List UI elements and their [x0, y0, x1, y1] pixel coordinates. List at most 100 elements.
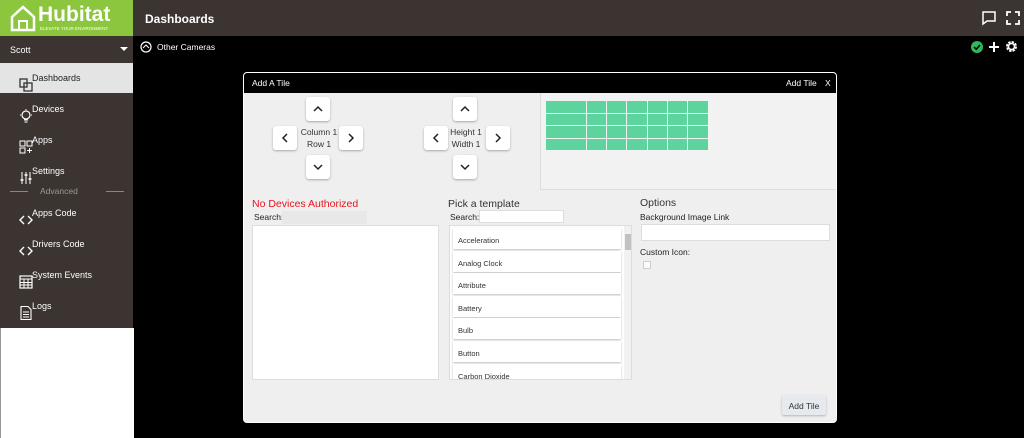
fullscreen-icon[interactable]	[1005, 10, 1021, 26]
arrow-button[interactable]	[486, 126, 510, 150]
grid-cell[interactable]	[688, 138, 708, 150]
template-item[interactable]: Analog Clock	[453, 250, 621, 272]
arrow-button[interactable]	[306, 97, 330, 121]
grid-cell[interactable]	[667, 113, 688, 125]
sidebar-footer	[0, 328, 134, 438]
nav-item[interactable]: Apps	[0, 125, 133, 155]
background-input[interactable]	[641, 224, 830, 241]
grid-cell[interactable]	[566, 138, 586, 150]
nav-item[interactable]: Dashboards	[0, 63, 133, 93]
modal-action[interactable]: Add Tile	[786, 78, 817, 88]
grid-cell[interactable]	[627, 126, 647, 138]
nav-item[interactable]: System Events	[0, 260, 133, 290]
grid-cell[interactable]	[546, 138, 566, 150]
grid-cell[interactable]	[566, 126, 586, 138]
nav-item[interactable]: Settings	[0, 156, 133, 186]
brand: Hubitat	[38, 3, 111, 26]
grid-cell[interactable]	[667, 126, 688, 138]
size-width: Width 1	[451, 139, 481, 149]
nav-label: Drivers Code	[32, 239, 85, 249]
devices-search[interactable]	[282, 211, 367, 224]
template-item[interactable]: Attribute	[453, 273, 621, 295]
scrollbar-thumb[interactable]	[625, 234, 631, 250]
grid-cell[interactable]	[586, 101, 607, 113]
grid-cell[interactable]	[647, 101, 667, 113]
background-label: Background Image Link	[640, 212, 730, 222]
options-heading: Options	[640, 197, 677, 209]
grid-cell[interactable]	[627, 113, 647, 125]
arrow-button[interactable]	[339, 126, 363, 150]
nav-label: Dashboards	[32, 73, 81, 83]
grid-cell[interactable]	[647, 113, 667, 125]
modal: Add A Tile Add Tile X Column 1 Row 1 Hei…	[243, 72, 837, 423]
template-item[interactable]: Carbon Dioxide	[453, 363, 621, 379]
modal-close[interactable]: X	[825, 78, 831, 88]
grid-cell[interactable]	[586, 138, 607, 150]
grid-cell[interactable]	[606, 101, 627, 113]
grid-cell[interactable]	[688, 101, 708, 113]
grid-cell[interactable]	[688, 126, 708, 138]
dashboard-icon	[140, 41, 152, 53]
arrow-button[interactable]	[273, 126, 297, 150]
grid-cell[interactable]	[667, 101, 688, 113]
position-row: Row 1	[306, 139, 332, 149]
grid-cell[interactable]	[546, 101, 566, 113]
divider	[106, 191, 124, 192]
position-column: Column 1	[300, 127, 338, 137]
nav-item[interactable]: Apps Code	[0, 198, 133, 228]
template-item[interactable]: Acceleration	[453, 228, 621, 249]
logo[interactable]: Hubitat ELEVATE YOUR ENVIRONMENT	[0, 0, 133, 36]
scrollbar[interactable]	[624, 226, 631, 379]
grid-cell[interactable]	[667, 138, 688, 150]
user-menu[interactable]: Scott	[0, 36, 133, 62]
custom-icon-label: Custom Icon:	[640, 247, 691, 257]
grid-cell[interactable]	[606, 113, 627, 125]
custom-icon-checkbox[interactable]	[643, 261, 651, 269]
nav-item[interactable]: Devices	[0, 94, 133, 124]
nav-label: Devices	[32, 104, 65, 114]
modal-header	[244, 73, 836, 93]
section-label: Advanced	[40, 186, 78, 196]
user-name: Scott	[10, 45, 31, 55]
grid-cell[interactable]	[627, 101, 647, 113]
grid-cell[interactable]	[566, 113, 586, 125]
grid-cell[interactable]	[586, 113, 607, 125]
size-height: Height 1	[450, 127, 482, 137]
template-item[interactable]: Button	[453, 341, 621, 362]
dropdown-arrow	[120, 47, 128, 51]
grid-cell[interactable]	[647, 126, 667, 138]
grid-cell[interactable]	[606, 126, 627, 138]
templates-search-label: Search:	[450, 212, 480, 222]
submit-button[interactable]: Add Tile	[782, 395, 826, 415]
templates-list: Acceleration Analog Clock Attribute Battery…	[449, 225, 632, 380]
template-item[interactable]: Battery	[453, 295, 621, 317]
template-item[interactable]: Bulb	[453, 318, 621, 340]
add-tile-icon[interactable]	[988, 41, 1000, 53]
logo-icon	[10, 5, 36, 32]
grid-cell[interactable]	[606, 138, 627, 150]
top-bar	[0, 0, 1024, 36]
chat-icon[interactable]	[981, 10, 997, 26]
grid-cell[interactable]	[647, 138, 667, 150]
nav-item[interactable]: Drivers Code	[0, 229, 133, 259]
dashboard-name: Other Cameras	[157, 42, 216, 52]
grid-cell[interactable]	[688, 113, 708, 125]
grid-cell[interactable]	[546, 126, 566, 138]
grid-cell[interactable]	[627, 138, 647, 150]
devices-search-label: Search:	[254, 212, 284, 222]
devices-message: No Devices Authorized	[252, 198, 359, 210]
arrow-button[interactable]	[424, 126, 448, 150]
templates-search[interactable]	[479, 210, 564, 223]
arrow-button[interactable]	[306, 155, 330, 179]
tagline: ELEVATE YOUR ENVIRONMENT	[40, 26, 109, 31]
grid-cell[interactable]	[566, 101, 586, 113]
grid-cell[interactable]	[586, 126, 607, 138]
arrow-button[interactable]	[453, 155, 477, 179]
nav-item[interactable]: Logs	[0, 291, 133, 321]
page-title: Dashboards	[145, 12, 215, 26]
grid-cell[interactable]	[546, 113, 566, 125]
arrow-button[interactable]	[453, 97, 477, 121]
settings-icon[interactable]	[1005, 40, 1018, 53]
status-ok	[971, 41, 983, 53]
